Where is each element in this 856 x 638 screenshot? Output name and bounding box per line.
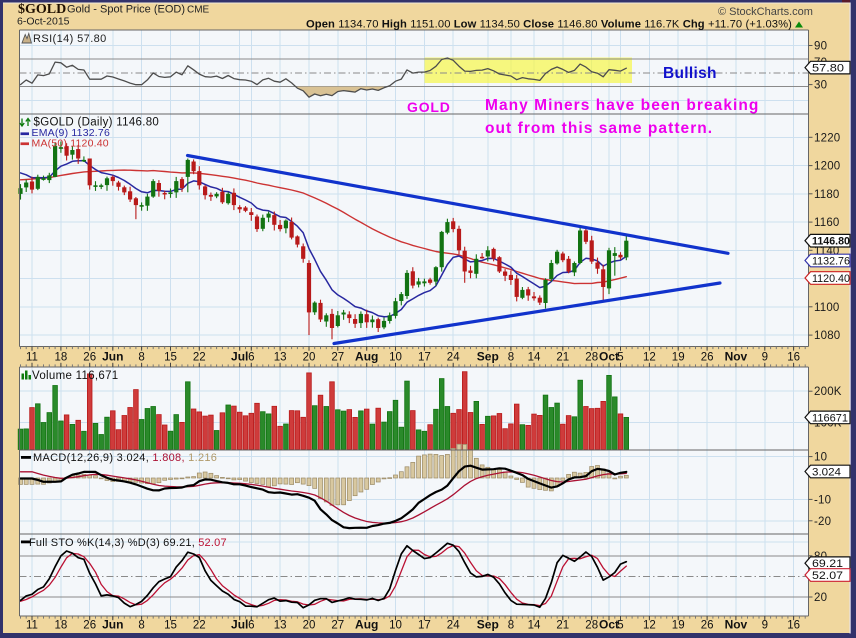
svg-text:14: 14	[528, 620, 541, 632]
svg-text:6: 6	[248, 352, 254, 364]
svg-text:10: 10	[389, 352, 402, 364]
svg-text:13: 13	[274, 620, 287, 632]
svg-text:19: 19	[672, 352, 685, 364]
svg-text:MACD(12,26,9) 3.024, 1.808, 1.: MACD(12,26,9) 3.024, 1.808, 1.216	[33, 452, 217, 464]
svg-text:GOLD: GOLD	[407, 99, 451, 115]
svg-text:1146.80: 1146.80	[812, 236, 850, 248]
svg-text:CME: CME	[187, 5, 210, 16]
svg-text:22: 22	[193, 620, 206, 632]
svg-text:12: 12	[643, 620, 656, 632]
svg-text:Many Miners have been breaking: Many Miners have been breaking	[485, 97, 759, 114]
svg-text:18: 18	[55, 620, 68, 632]
svg-text:Nov: Nov	[725, 618, 748, 632]
svg-text:-10: -10	[814, 494, 831, 506]
svg-text:out from this same pattern.: out from this same pattern.	[485, 120, 713, 137]
svg-text:3.024: 3.024	[812, 467, 841, 479]
svg-text:1200: 1200	[814, 161, 840, 173]
svg-text:26: 26	[701, 352, 714, 364]
svg-text:1140: 1140	[814, 245, 840, 257]
svg-text:Aug: Aug	[355, 618, 378, 632]
svg-text:21: 21	[556, 352, 569, 364]
svg-text:1100: 1100	[814, 302, 840, 314]
svg-text:8: 8	[508, 352, 514, 364]
svg-text:5: 5	[617, 352, 623, 364]
svg-text:Jul: Jul	[231, 618, 248, 632]
svg-text:17: 17	[418, 620, 431, 632]
svg-text:22: 22	[193, 352, 206, 364]
svg-text:1132.76: 1132.76	[812, 256, 850, 268]
svg-text:12: 12	[643, 352, 656, 364]
svg-text:18: 18	[55, 352, 68, 364]
svg-text:Oct: Oct	[599, 350, 619, 364]
svg-text:Open 1134.70 High 1151.00 Low: Open 1134.70 High 1151.00 Low 1134.50 Cl…	[306, 19, 792, 31]
svg-text:20: 20	[814, 592, 827, 604]
svg-text:Jun: Jun	[102, 350, 123, 364]
svg-text:14: 14	[528, 352, 541, 364]
svg-text:16: 16	[787, 620, 800, 632]
svg-text:27: 27	[331, 620, 344, 632]
svg-text:8: 8	[508, 620, 514, 632]
svg-text:Jun: Jun	[102, 618, 123, 632]
svg-text:$GOLD (Daily) 1146.80: $GOLD (Daily) 1146.80	[34, 116, 160, 128]
svg-text:RSI(14) 57.80: RSI(14) 57.80	[33, 33, 107, 45]
svg-text:10: 10	[814, 452, 827, 464]
svg-text:116671: 116671	[812, 412, 848, 424]
svg-text:1160: 1160	[814, 217, 840, 229]
svg-text:6: 6	[248, 620, 254, 632]
svg-text:26: 26	[83, 352, 96, 364]
svg-text:52.07: 52.07	[812, 570, 843, 582]
svg-text:69.21: 69.21	[812, 558, 843, 570]
svg-text:MA(50) 1120.40: MA(50) 1120.40	[32, 138, 109, 150]
svg-text:Sep: Sep	[477, 618, 499, 632]
svg-text:28: 28	[585, 620, 598, 632]
svg-text:Nov: Nov	[725, 350, 748, 364]
svg-text:200K: 200K	[814, 386, 842, 398]
svg-text:Sep: Sep	[477, 350, 499, 364]
svg-text:Jul: Jul	[231, 350, 248, 364]
svg-text:16: 16	[787, 352, 800, 364]
svg-text:24: 24	[447, 620, 460, 632]
svg-text:Gold - Spot Price (EOD): Gold - Spot Price (EOD)	[67, 4, 185, 16]
svg-text:1080: 1080	[814, 330, 840, 342]
svg-text:-20: -20	[814, 516, 831, 528]
svg-text:30: 30	[814, 80, 827, 92]
svg-text:$GOLD: $GOLD	[18, 2, 66, 17]
svg-text:24: 24	[447, 352, 460, 364]
svg-text:21: 21	[556, 620, 569, 632]
svg-text:28: 28	[585, 352, 598, 364]
svg-text:13: 13	[274, 352, 287, 364]
svg-text:26: 26	[701, 620, 714, 632]
svg-text:11: 11	[26, 620, 38, 632]
svg-text:15: 15	[164, 352, 177, 364]
svg-text:9: 9	[762, 620, 768, 632]
svg-text:11: 11	[26, 352, 38, 364]
svg-text:9: 9	[762, 352, 768, 364]
svg-text:6-Oct-2015: 6-Oct-2015	[17, 16, 70, 28]
svg-text:90: 90	[814, 41, 827, 53]
svg-text:Oct: Oct	[599, 618, 619, 632]
svg-text:Volume 116,671: Volume 116,671	[32, 370, 118, 382]
svg-text:17: 17	[418, 352, 431, 364]
svg-text:8: 8	[138, 352, 144, 364]
svg-text:20: 20	[303, 352, 316, 364]
svg-text:57.80: 57.80	[812, 63, 844, 75]
svg-text:© StockCharts.com: © StockCharts.com	[718, 6, 813, 18]
svg-text:1120.40: 1120.40	[812, 273, 850, 285]
svg-text:26: 26	[83, 620, 96, 632]
svg-text:27: 27	[331, 352, 344, 364]
svg-text:Bullish: Bullish	[663, 65, 717, 82]
svg-text:1220: 1220	[814, 132, 840, 144]
svg-text:5: 5	[617, 620, 623, 632]
svg-text:10: 10	[389, 620, 402, 632]
svg-text:8: 8	[138, 620, 144, 632]
svg-text:19: 19	[672, 620, 685, 632]
svg-text:1180: 1180	[814, 189, 840, 201]
svg-text:20: 20	[303, 620, 316, 632]
svg-text:Full STO %K(14,3) %D(3) 69.21,: Full STO %K(14,3) %D(3) 69.21, 52.07	[29, 537, 227, 549]
svg-text:15: 15	[164, 620, 177, 632]
svg-text:Aug: Aug	[355, 350, 378, 364]
svg-text:EMA(9) 1132.76: EMA(9) 1132.76	[32, 127, 110, 139]
